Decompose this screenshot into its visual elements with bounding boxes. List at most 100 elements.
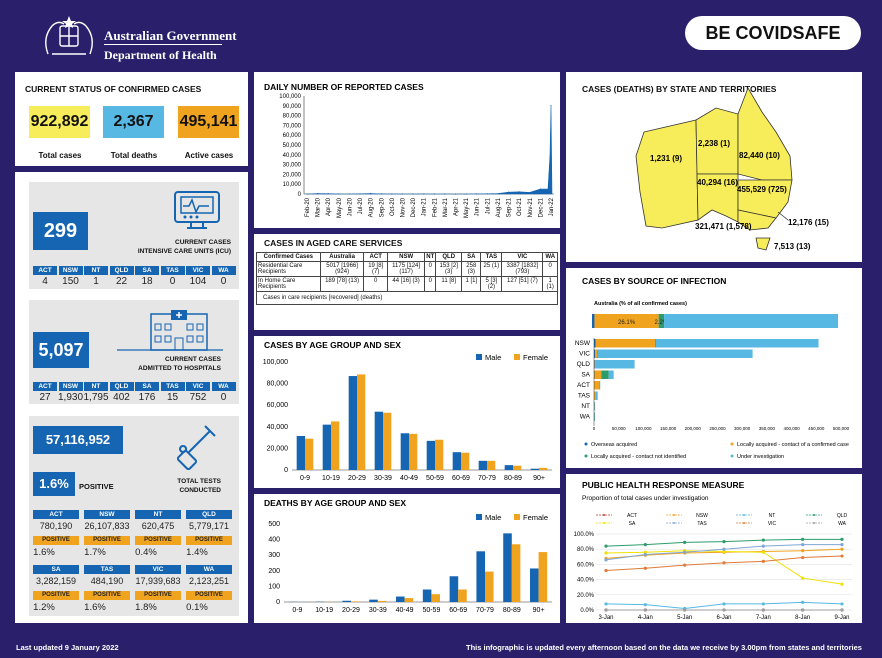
tests-state-positive-tag-nt: POSITIVE — [135, 536, 181, 545]
source-xtick: 100,000 — [635, 426, 652, 431]
legend-label-female: Female — [523, 513, 548, 522]
tests-state-pct-qld: 1.4% — [186, 547, 208, 558]
bar-title: DEATHS BY AGE GROUP AND SEX — [264, 498, 406, 508]
state-tag-nsw: NSW — [58, 382, 83, 391]
tests-state-positive-tag-nsw: POSITIVE — [84, 536, 130, 545]
source-bar — [655, 339, 819, 348]
daily-point — [550, 105, 552, 107]
source-xtick: 0 — [593, 426, 596, 431]
bar-ytick: 100,000 — [263, 359, 288, 366]
tests-state-count-wa: 2,123,251 — [188, 576, 230, 586]
tests-state-count-sa: 3,282,159 — [35, 576, 77, 586]
aged-cell: 1175 [124] (117) — [386, 261, 426, 277]
bar-female — [513, 465, 522, 470]
source-bar — [594, 349, 598, 358]
state-tag-qld: QLD — [109, 382, 134, 391]
source-bar — [601, 370, 609, 379]
aged-header-cell: Australia — [319, 252, 365, 262]
tests-state-count-nsw: 26,107,833 — [84, 521, 130, 531]
bar-male — [369, 599, 378, 602]
legend-swatch-female — [514, 354, 520, 360]
daily-ytick: 50,000 — [283, 143, 302, 149]
map-sa — [696, 173, 739, 223]
daily-xtick: Feb-20 — [305, 197, 311, 217]
state-value-vic: 104 — [189, 276, 207, 287]
response-legend-label: SA — [629, 521, 636, 527]
response-point-wa — [761, 608, 765, 612]
bar-male — [396, 596, 405, 602]
bar-female — [331, 421, 340, 470]
bar-male — [374, 411, 383, 470]
bar-ytick: 0 — [284, 467, 288, 474]
bar-female — [461, 452, 470, 470]
bar-ytick: 60,000 — [267, 402, 289, 409]
daily-cases-panel: DAILY NUMBER OF REPORTED CASES 0 10,000 20,… — [254, 72, 560, 228]
response-point-qld — [643, 543, 647, 547]
aged-cell: 19 [8] (7) — [363, 261, 388, 277]
source-bar — [594, 402, 596, 411]
source-summary-bar — [664, 314, 838, 328]
tests-positive-pct: 1.6% — [33, 472, 75, 496]
response-point-vic — [722, 561, 726, 565]
response-point-vic — [761, 559, 765, 563]
daily-point — [433, 193, 435, 195]
daily-point — [497, 193, 499, 195]
bar-male — [449, 576, 459, 602]
bar-xtick: 40-49 — [400, 475, 418, 482]
response-point-sa — [761, 550, 765, 554]
aged-table: Confirmed Cases Australia ACT NSW NT QLD SA TAS… — [256, 252, 558, 305]
source-ytick: SA — [581, 372, 590, 379]
source-bar — [599, 381, 601, 390]
map-label-act: 12,176 (15) — [788, 218, 829, 227]
footer-updated: Last updated 9 January 2022 — [16, 643, 119, 652]
state-value-act: 4 — [42, 276, 48, 287]
daily-xtick: Apr-20 — [326, 197, 332, 216]
source-ytick: NT — [581, 403, 590, 410]
daily-point — [327, 193, 329, 195]
daily-point — [454, 193, 457, 195]
age-cases-panel: CASES BY AGE GROUP AND SEX Male Female 0 20,… — [254, 336, 560, 488]
daily-ytick: 100,000 — [279, 94, 301, 100]
tests-state-positive-tag-tas: POSITIVE — [84, 591, 130, 600]
source-legend-swatch — [584, 454, 588, 458]
bar-male — [348, 376, 357, 470]
source-bar — [655, 339, 656, 348]
state-value-wa: 0 — [220, 392, 227, 403]
tests-state-count-tas: 484,190 — [90, 576, 124, 586]
response-ytick: 100.0% — [574, 532, 595, 538]
daily-xtick: Aug-21 — [496, 197, 502, 217]
source-ytick: WA — [580, 414, 591, 421]
aged-header-cell: TAS — [480, 252, 503, 262]
daily-ytick: 40,000 — [283, 153, 302, 159]
response-point-nt — [604, 602, 608, 606]
tests-state-pct-vic: 1.8% — [135, 602, 157, 613]
dept-title: Department of Health — [104, 48, 217, 62]
source-xtick: 450,000 — [808, 426, 825, 431]
aged-cell: 0 — [424, 276, 437, 292]
response-panel: PUBLIC HEALTH RESPONSE MEASURE Proportion… — [566, 474, 862, 623]
covidsafe-badge[interactable]: BE COVIDSAFE — [685, 16, 861, 50]
source-chart: CASES BY SOURCE OF INFECTION Australia (%… — [575, 276, 850, 460]
source-legend-label: Locally acquired - contact not identifie… — [591, 454, 686, 460]
response-legend-label: WA — [838, 521, 847, 527]
bar-ytick: 20,000 — [267, 445, 289, 452]
hospital-value: 5,097 — [33, 332, 89, 368]
bar-female — [404, 598, 414, 602]
response-point-nt — [643, 603, 647, 607]
source-bar — [594, 360, 595, 369]
response-point-qld — [683, 540, 687, 544]
aged-cell: 1 [1] — [461, 276, 482, 292]
total-cases-label: Total cases — [38, 151, 82, 160]
gov-crest-icon — [38, 14, 100, 58]
daily-title: DAILY NUMBER OF REPORTED CASES — [264, 82, 424, 92]
map-label-vic: 321,471 (1,578) — [695, 222, 752, 231]
source-xtick: 200,000 — [685, 426, 702, 431]
age-deaths-panel: DEATHS BY AGE GROUP AND SEX Male Female 0 10… — [254, 494, 560, 623]
daily-point — [370, 192, 372, 195]
response-point-wa — [801, 608, 805, 612]
response-point-sa — [643, 550, 647, 554]
response-legend-label: TAS — [697, 521, 707, 527]
state-value-qld: 22 — [115, 276, 128, 287]
response-xtick: 6-Jan — [716, 615, 731, 621]
daily-xtick: Apr-21 — [454, 197, 460, 216]
